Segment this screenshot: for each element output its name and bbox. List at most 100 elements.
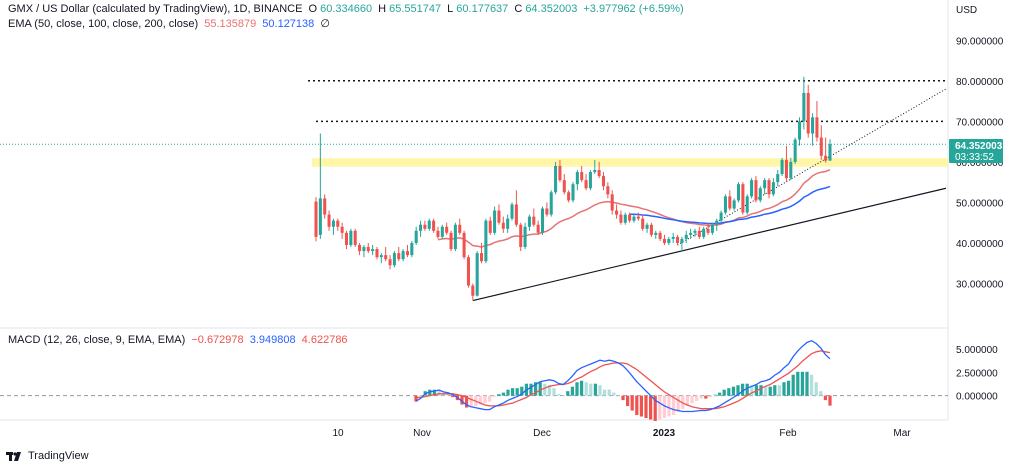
candle[interactable] [527, 214, 531, 231]
candle[interactable] [436, 226, 440, 239]
candle[interactable] [580, 165, 584, 183]
candle[interactable] [475, 251, 479, 297]
legend-ema[interactable]: EMA (50, close, 100, close, 200, close) … [8, 17, 333, 31]
candle[interactable] [745, 194, 749, 215]
candle[interactable] [375, 247, 379, 260]
candle[interactable] [558, 159, 562, 183]
candle[interactable] [344, 230, 349, 250]
candle[interactable] [401, 249, 405, 262]
candle[interactable] [432, 218, 436, 233]
candle[interactable] [737, 182, 741, 203]
candle[interactable] [410, 240, 414, 258]
candle[interactable] [802, 76, 806, 130]
candle[interactable] [750, 178, 754, 199]
candle[interactable] [771, 178, 775, 197]
candle[interactable] [784, 145, 788, 183]
candle[interactable] [723, 194, 727, 215]
candle[interactable] [601, 172, 606, 191]
candle[interactable] [767, 178, 771, 199]
candle[interactable] [789, 157, 793, 181]
candle[interactable] [414, 226, 418, 245]
candle[interactable] [693, 228, 697, 237]
candle[interactable] [423, 220, 427, 231]
candle[interactable] [318, 133, 322, 239]
candle[interactable] [336, 218, 340, 231]
candle[interactable] [636, 212, 640, 221]
candle[interactable] [510, 202, 514, 221]
candle[interactable] [536, 220, 540, 235]
candle[interactable] [763, 178, 767, 195]
candle[interactable] [819, 125, 823, 160]
candle[interactable] [811, 113, 815, 146]
candle[interactable] [462, 230, 466, 260]
ema-100-line[interactable] [629, 185, 831, 225]
candle[interactable] [327, 210, 331, 231]
candle[interactable] [501, 216, 505, 233]
candle[interactable] [480, 242, 484, 264]
candle[interactable] [697, 226, 701, 239]
candle[interactable] [554, 161, 558, 195]
candle[interactable] [684, 230, 688, 243]
candle[interactable] [484, 218, 488, 264]
macd-line[interactable] [415, 339, 831, 413]
candle[interactable] [758, 186, 762, 203]
candle[interactable] [828, 139, 832, 162]
candle[interactable] [314, 197, 318, 242]
candle[interactable] [549, 190, 553, 217]
macd-axis[interactable]: 5.000000 2.500000 0.000000 [956, 345, 998, 403]
candle[interactable] [331, 218, 335, 235]
macd-pane[interactable] [0, 339, 948, 421]
candle[interactable] [567, 190, 571, 203]
candle[interactable] [689, 228, 693, 239]
candle[interactable] [427, 218, 431, 231]
candle[interactable] [353, 228, 357, 248]
candle[interactable] [588, 170, 592, 191]
candle[interactable] [440, 224, 444, 239]
candle[interactable] [676, 234, 680, 245]
candle[interactable] [493, 206, 497, 235]
candle[interactable] [597, 161, 601, 179]
candle[interactable] [453, 222, 457, 252]
price-pane[interactable] [0, 76, 948, 302]
candle[interactable] [815, 101, 819, 142]
candle[interactable] [540, 206, 545, 235]
candle[interactable] [506, 214, 510, 233]
candle[interactable] [610, 190, 614, 215]
candle[interactable] [780, 157, 784, 177]
candle[interactable] [397, 247, 401, 262]
footer-brand[interactable]: TradingView [6, 450, 89, 462]
candle[interactable] [584, 174, 588, 191]
candle[interactable] [323, 194, 327, 219]
candle[interactable] [776, 170, 780, 187]
candle[interactable] [754, 176, 758, 203]
candle[interactable] [797, 117, 802, 146]
candle[interactable] [728, 190, 732, 211]
candle[interactable] [466, 255, 470, 288]
candle[interactable] [658, 230, 662, 241]
candle[interactable] [654, 230, 658, 239]
candle[interactable] [662, 234, 666, 245]
candle[interactable] [362, 245, 366, 258]
candle[interactable] [340, 222, 344, 239]
candle[interactable] [497, 204, 501, 225]
candle[interactable] [366, 242, 370, 254]
candle[interactable] [349, 228, 353, 248]
candle[interactable] [388, 255, 392, 270]
candle[interactable] [545, 202, 549, 217]
candle[interactable] [379, 253, 383, 264]
candle[interactable] [824, 137, 828, 163]
candle[interactable] [571, 182, 575, 203]
candle[interactable] [371, 245, 375, 256]
time-axis[interactable]: 10 Nov Dec 2023 Feb Mar [332, 428, 911, 439]
candle[interactable] [384, 247, 388, 262]
symbol-title[interactable]: GMX / US Dollar (calculated by TradingVi… [8, 3, 303, 15]
candle[interactable] [514, 190, 518, 227]
candle[interactable] [710, 222, 714, 235]
candle[interactable] [575, 170, 579, 191]
ema-50-line[interactable] [437, 169, 831, 248]
candle[interactable] [392, 251, 396, 268]
candle[interactable] [519, 222, 523, 252]
candle[interactable] [806, 84, 810, 138]
price-axis[interactable]: 90.000000 80.000000 70.000000 60.000000 50.0… [956, 36, 1004, 290]
candle[interactable] [593, 159, 597, 175]
